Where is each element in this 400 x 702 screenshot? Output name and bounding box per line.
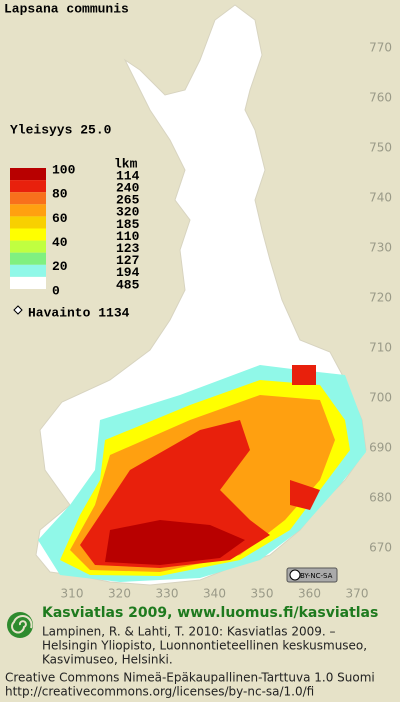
northing-label: 750 <box>369 141 392 155</box>
legend-count: 123 <box>116 241 140 256</box>
easting-label: 320 <box>108 587 131 601</box>
license-line: http://creativecommons.org/licenses/by-n… <box>5 685 314 699</box>
citation-line: Kasvimuseo, Helsinki. <box>42 653 173 667</box>
footer-heading: Kasviatlas 2009, www.luomus.fi/kasviatla… <box>42 605 378 621</box>
legend-count: 194 <box>116 265 140 280</box>
count-header: lkm <box>114 156 138 171</box>
legend-scale-label: 100 <box>52 162 76 177</box>
legend-count: 320 <box>116 205 140 220</box>
northing-label: 740 <box>369 191 392 205</box>
legend-count: 240 <box>116 181 140 196</box>
citation-line: Helsingin Yliopisto, Luonnontieteellinen… <box>42 639 367 653</box>
legend-swatch <box>10 204 46 217</box>
high-frequency-area <box>290 480 320 510</box>
legend-scale-label: 0 <box>52 283 60 298</box>
legend-scale-label: 20 <box>52 259 68 274</box>
northing-label: 690 <box>369 441 392 455</box>
legend-count: 114 <box>116 168 140 183</box>
easting-label: 310 <box>61 587 84 601</box>
easting-label: 370 <box>346 587 369 601</box>
legend-count: 185 <box>116 217 140 232</box>
map-title: Lapsana communis <box>4 1 129 16</box>
highest-frequency-area <box>105 520 245 565</box>
observation-count: Havainto 1134 <box>28 305 130 320</box>
northing-label: 770 <box>369 41 392 55</box>
legend-scale-label: 40 <box>52 235 68 250</box>
legend-count: 485 <box>116 277 140 292</box>
northing-label: 760 <box>369 91 392 105</box>
legend-count: 110 <box>116 229 140 244</box>
legend-count: 265 <box>116 193 140 208</box>
northing-label: 730 <box>369 241 392 255</box>
observation-symbol <box>13 305 23 315</box>
legend-swatch <box>10 228 46 241</box>
easting-label: 340 <box>203 587 226 601</box>
easting-label: 360 <box>298 587 321 601</box>
easting-label: 330 <box>156 587 179 601</box>
license-badge: BY-NC-SA <box>286 567 338 583</box>
frequency: Yleisyys 25.0 <box>10 122 112 137</box>
legend-scale-label: 80 <box>52 187 68 202</box>
badge-text: BY-NC-SA <box>300 572 333 580</box>
high-frequency-area <box>292 365 316 385</box>
legend-swatch <box>10 180 46 193</box>
legend-count: 127 <box>116 253 139 268</box>
legend-swatch <box>10 192 46 205</box>
northing-label: 680 <box>369 491 392 505</box>
map <box>35 4 367 586</box>
northing-label: 710 <box>369 341 392 355</box>
legend-scale-label: 60 <box>52 211 68 226</box>
citation-line: Lampinen, R. & Lahti, T. 2010: Kasviatla… <box>42 625 336 639</box>
easting-label: 350 <box>251 587 274 601</box>
legend-swatch <box>10 168 46 181</box>
northing-label: 670 <box>369 541 392 555</box>
license-line: Creative Commons Nimeä-Epäkaupallinen-Ta… <box>5 671 375 685</box>
legend-swatch <box>10 264 46 277</box>
northing-label: 720 <box>369 291 392 305</box>
legend-swatch <box>10 240 46 253</box>
legend-swatch <box>10 276 46 289</box>
logo <box>7 612 33 638</box>
legend-swatch <box>10 216 46 229</box>
legend-swatch <box>10 252 46 265</box>
northing-label: 700 <box>369 391 392 405</box>
